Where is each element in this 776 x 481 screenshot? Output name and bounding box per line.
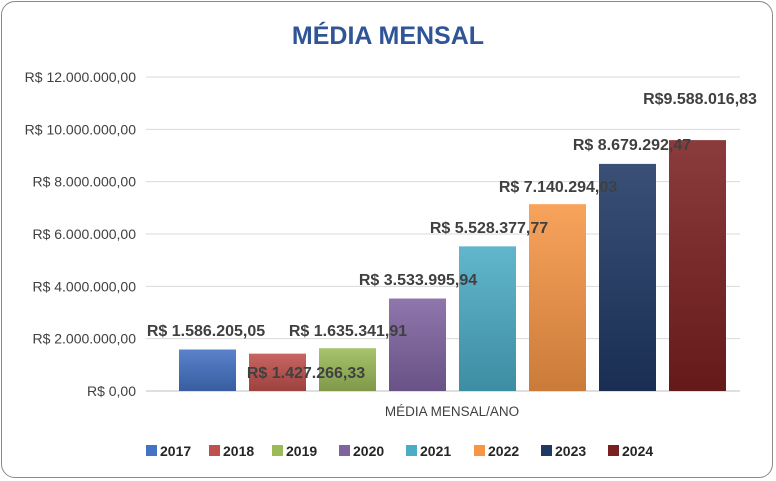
data-labels: R$ 1.586.205,05 R$ 1.427.266,33 R$ 1.635.3… [147, 91, 757, 382]
bar-2017 [179, 349, 236, 391]
legend-item-2024: 2024 [608, 443, 653, 459]
legend-item-2020: 2020 [339, 443, 384, 459]
legend: 2017 2018 2019 2020 2021 2022 2023 2024 [146, 443, 653, 459]
bar-2019 [319, 348, 376, 391]
data-label-2024: R$9.588.016,83 [643, 91, 757, 108]
data-label-2018: R$ 1.427.266,33 [247, 365, 365, 382]
legend-swatch [339, 445, 350, 456]
y-tick-label: R$ 12.000.000,00 [25, 69, 137, 85]
legend-label: 2022 [488, 443, 519, 459]
y-axis-ticks: R$ 0,00 R$ 2.000.000,00 R$ 4.000.000,00 R$ … [25, 69, 137, 399]
legend-item-2019: 2019 [272, 443, 317, 459]
legend-label: 2018 [223, 443, 254, 459]
legend-swatch [541, 445, 552, 456]
y-tick-label: R$ 4.000.000,00 [32, 278, 136, 294]
bar-2018 [249, 353, 306, 391]
legend-item-2023: 2023 [541, 443, 586, 459]
legend-item-2017: 2017 [146, 443, 191, 459]
data-label-2021: R$ 5.528.377,77 [430, 220, 548, 237]
legend-swatch [272, 445, 283, 456]
data-label-2023: R$ 8.679.292,47 [573, 137, 691, 154]
bar-2021 [459, 246, 516, 391]
y-tick-label: R$ 2.000.000,00 [32, 331, 136, 347]
y-tick-label: R$ 8.000.000,00 [32, 174, 136, 190]
chart-title: MÉDIA MENSAL [292, 21, 484, 50]
legend-swatch [209, 445, 220, 456]
bar-2023 [599, 163, 656, 391]
legend-swatch [406, 445, 417, 456]
legend-swatch [474, 445, 485, 456]
legend-swatch [608, 445, 619, 456]
bar-2024 [669, 140, 726, 391]
y-tick-label: R$ 6.000.000,00 [32, 226, 136, 242]
x-axis-label: MÉDIA MENSAL/ANO [385, 404, 519, 419]
data-label-2017: R$ 1.586.205,05 [147, 323, 265, 340]
legend-label: 2017 [160, 443, 191, 459]
bar-2020 [389, 298, 446, 391]
legend-swatch [146, 445, 157, 456]
legend-item-2021: 2021 [406, 443, 451, 459]
bars [179, 140, 726, 391]
legend-item-2022: 2022 [474, 443, 519, 459]
y-tick-label: R$ 10.000.000,00 [25, 121, 137, 137]
legend-label: 2023 [555, 443, 586, 459]
legend-label: 2021 [420, 443, 451, 459]
legend-label: 2020 [353, 443, 384, 459]
data-label-2019: R$ 1.635.341,91 [289, 323, 407, 340]
legend-label: 2024 [622, 443, 653, 459]
legend-item-2018: 2018 [209, 443, 254, 459]
bar-2022 [529, 204, 586, 391]
y-tick-label: R$ 0,00 [87, 383, 136, 399]
data-label-2020: R$ 3.533.995,94 [359, 272, 477, 289]
legend-label: 2019 [286, 443, 317, 459]
data-label-2022: R$ 7.140.294,03 [499, 179, 617, 196]
